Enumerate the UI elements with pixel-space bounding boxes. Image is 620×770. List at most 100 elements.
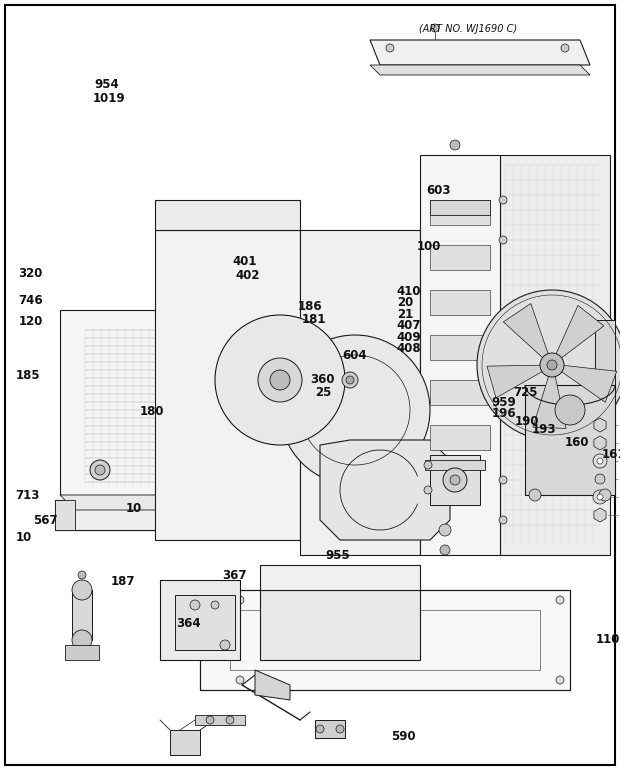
Text: 187: 187 (110, 575, 135, 588)
Circle shape (78, 571, 86, 579)
Circle shape (529, 489, 541, 501)
Polygon shape (300, 230, 420, 555)
Text: 25: 25 (315, 387, 331, 399)
Circle shape (220, 418, 230, 428)
Circle shape (346, 376, 354, 384)
Circle shape (593, 454, 607, 468)
Polygon shape (559, 365, 617, 402)
Circle shape (499, 516, 507, 524)
Circle shape (499, 236, 507, 244)
Circle shape (342, 372, 358, 388)
Circle shape (258, 358, 302, 402)
Circle shape (215, 315, 345, 445)
Circle shape (499, 196, 507, 204)
Circle shape (386, 44, 394, 52)
Text: 725: 725 (513, 387, 538, 399)
Text: 193: 193 (532, 424, 557, 436)
Text: (ART NO. WJ1690 C): (ART NO. WJ1690 C) (419, 25, 517, 34)
Circle shape (316, 725, 324, 733)
Polygon shape (595, 320, 615, 420)
Text: 10: 10 (16, 531, 32, 544)
Text: 161: 161 (601, 448, 620, 460)
Polygon shape (160, 580, 240, 660)
Circle shape (450, 475, 460, 485)
Polygon shape (60, 495, 315, 510)
Circle shape (556, 676, 564, 684)
Polygon shape (430, 245, 490, 270)
Polygon shape (175, 595, 235, 650)
Text: 196: 196 (492, 407, 516, 420)
Circle shape (431, 24, 439, 32)
Circle shape (477, 290, 620, 440)
Text: 21: 21 (397, 308, 413, 320)
Circle shape (599, 489, 611, 501)
Circle shape (556, 596, 564, 604)
Text: 746: 746 (19, 294, 43, 306)
Polygon shape (487, 365, 546, 398)
Text: 20: 20 (397, 296, 413, 309)
Circle shape (597, 494, 603, 500)
Text: 713: 713 (16, 489, 40, 501)
Polygon shape (55, 500, 75, 530)
Polygon shape (430, 200, 490, 215)
Polygon shape (594, 508, 606, 522)
Text: 100: 100 (417, 240, 441, 253)
Polygon shape (370, 65, 590, 75)
Circle shape (236, 596, 244, 604)
Circle shape (206, 716, 214, 724)
Circle shape (270, 370, 290, 390)
Text: 110: 110 (595, 633, 619, 645)
Circle shape (595, 474, 605, 484)
Polygon shape (260, 590, 420, 660)
Text: 186: 186 (298, 300, 322, 313)
Polygon shape (500, 155, 610, 555)
Text: 180: 180 (140, 406, 165, 418)
Text: 407: 407 (397, 320, 422, 332)
Polygon shape (255, 670, 290, 700)
Circle shape (280, 335, 430, 485)
Text: 364: 364 (176, 618, 201, 630)
Text: 603: 603 (426, 184, 451, 196)
Text: 320: 320 (19, 267, 43, 280)
Circle shape (424, 486, 432, 494)
Circle shape (561, 44, 569, 52)
Polygon shape (554, 306, 604, 360)
Polygon shape (210, 320, 240, 485)
Circle shape (226, 716, 234, 724)
Circle shape (499, 476, 507, 484)
Circle shape (220, 440, 230, 450)
Circle shape (236, 676, 244, 684)
Polygon shape (55, 500, 270, 530)
Circle shape (593, 490, 607, 504)
Circle shape (211, 601, 219, 609)
Circle shape (547, 360, 557, 370)
Polygon shape (315, 720, 345, 738)
Text: 401: 401 (232, 256, 257, 268)
Circle shape (90, 460, 110, 480)
Polygon shape (594, 418, 606, 432)
Text: 367: 367 (222, 570, 247, 582)
Polygon shape (430, 425, 490, 450)
Text: 120: 120 (19, 316, 43, 328)
Circle shape (597, 458, 603, 464)
Text: 160: 160 (564, 437, 589, 449)
Text: 955: 955 (326, 550, 350, 562)
Polygon shape (370, 40, 590, 65)
Polygon shape (65, 645, 99, 660)
Circle shape (220, 374, 230, 384)
Polygon shape (320, 440, 450, 540)
Polygon shape (594, 436, 606, 450)
Text: 185: 185 (16, 370, 40, 382)
Text: 402: 402 (236, 270, 260, 282)
Circle shape (220, 396, 230, 406)
Polygon shape (430, 290, 490, 315)
Circle shape (220, 330, 230, 340)
Polygon shape (430, 455, 480, 505)
Polygon shape (155, 230, 300, 540)
Text: 10: 10 (125, 502, 141, 514)
Circle shape (540, 353, 564, 377)
Polygon shape (170, 730, 200, 755)
Text: 567: 567 (33, 514, 58, 527)
Text: 590: 590 (391, 731, 415, 743)
Text: 1019: 1019 (93, 92, 126, 105)
